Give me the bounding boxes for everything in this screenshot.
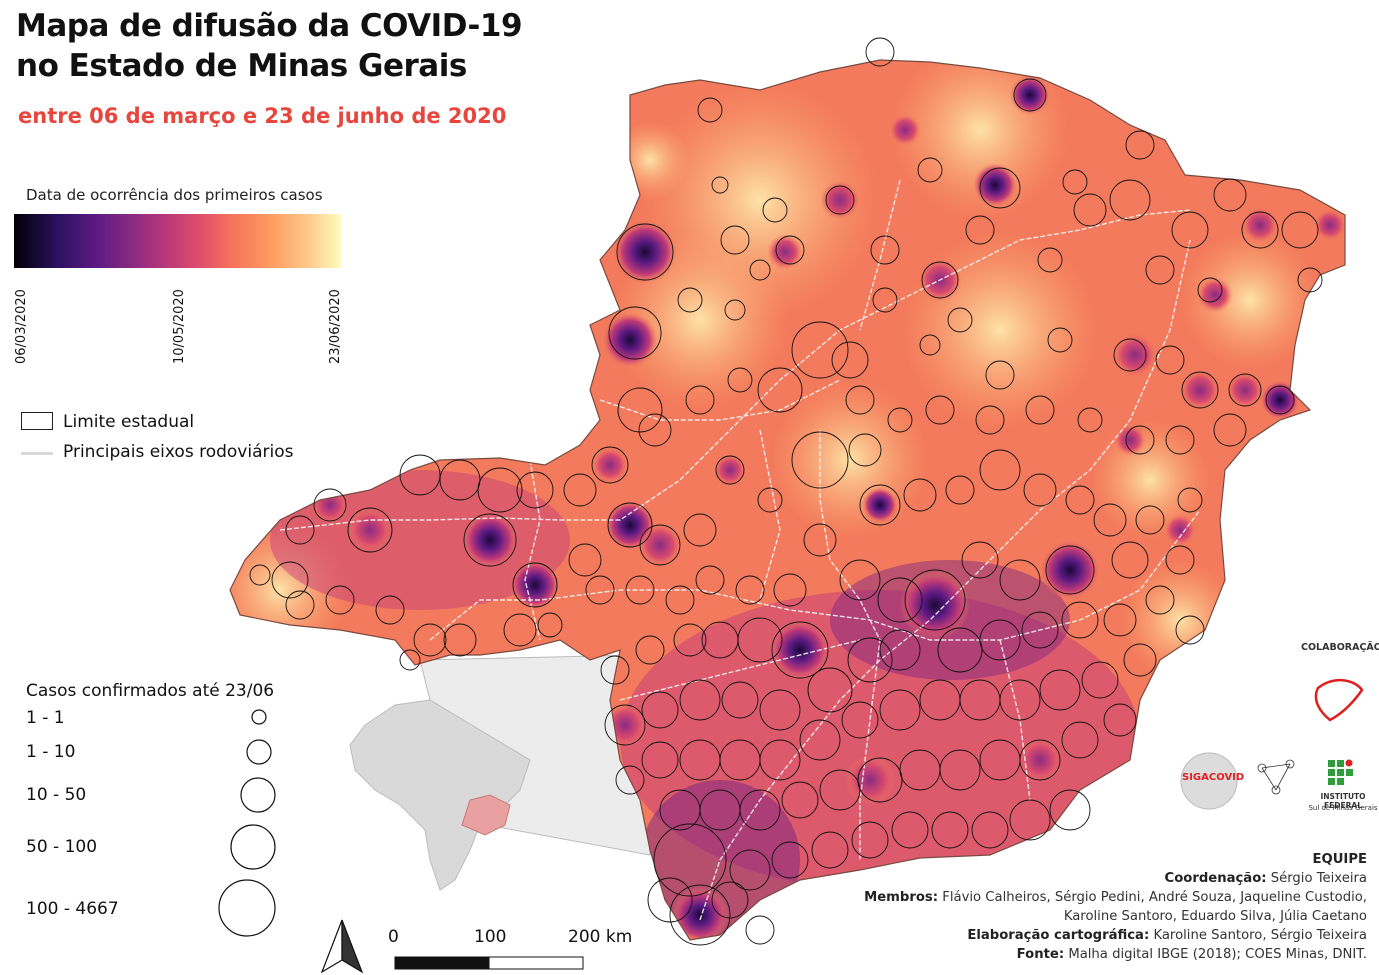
members-value-1: Flávio Calheiros, Sérgio Pedini, André S… <box>942 890 1367 905</box>
cases-class-1: 1 - 1 <box>26 708 65 728</box>
scale-bar <box>394 956 584 970</box>
cases-legend-symbols <box>218 709 276 937</box>
map-subtitle: entre 06 de março e 23 de junho de 2020 <box>18 104 507 128</box>
cases-class-4: 50 - 100 <box>26 837 98 857</box>
members-label: Membros: <box>864 890 939 905</box>
source-label: Fonte: <box>1016 947 1065 962</box>
cases-class-5: 100 - 4667 <box>26 899 119 919</box>
date-legend-title: Data de ocorrência dos primeiros casos <box>26 186 323 204</box>
boundary-legend-symbol <box>21 412 53 430</box>
cases-class-3: 10 - 50 <box>26 785 87 805</box>
north-arrow-icon <box>320 919 364 974</box>
team-heading: EQUIPE <box>1312 852 1367 867</box>
members-value-2: Karoline Santoro, Eduardo Silva, Júlia C… <box>1063 909 1367 924</box>
carto-label: Elaboração cartográfica: <box>967 928 1150 943</box>
scale-label-100: 100 <box>474 927 507 947</box>
cases-legend-title: Casos confirmados até 23/06 <box>26 681 275 701</box>
boundary-legend-label: Limite estadual <box>63 412 195 432</box>
collaboration-label: COLABORAÇÃO <box>1301 642 1379 653</box>
roads-legend-label: Principais eixos rodoviários <box>63 442 294 462</box>
team-credits: EQUIPE Coordenação: Sérgio Teixeira Memb… <box>864 850 1367 964</box>
map-title: Mapa de difusão da COVID-19 no Estado de… <box>16 6 523 86</box>
case-circles <box>249 37 1323 946</box>
coord-value: Sérgio Teixeira <box>1270 871 1367 886</box>
instituto-federal-logo: INSTITUTO FEDERAL <box>1320 792 1366 810</box>
title-line-2: no Estado de Minas Gerais <box>16 48 467 84</box>
carto-value: Karoline Santoro, Sérgio Teixeira <box>1153 928 1367 943</box>
date-gradient-bar <box>14 214 341 268</box>
instituto-federal-campus: Sul de Minas Gerais <box>1308 804 1378 812</box>
collaboration-logos <box>1180 679 1364 810</box>
coord-label: Coordenação: <box>1164 871 1267 886</box>
cases-class-2: 1 - 10 <box>26 742 76 762</box>
title-line-1: Mapa de difusão da COVID-19 <box>16 8 523 44</box>
sigacovid-logo: SIGACOVID <box>1182 772 1245 783</box>
roads-legend-symbol <box>21 452 53 455</box>
source-value: Malha digital IBGE (2018); COES Minas, D… <box>1068 947 1367 962</box>
scale-label-200: 200 km <box>568 927 633 947</box>
brazil-inset <box>349 654 651 891</box>
scale-label-0: 0 <box>388 927 399 947</box>
